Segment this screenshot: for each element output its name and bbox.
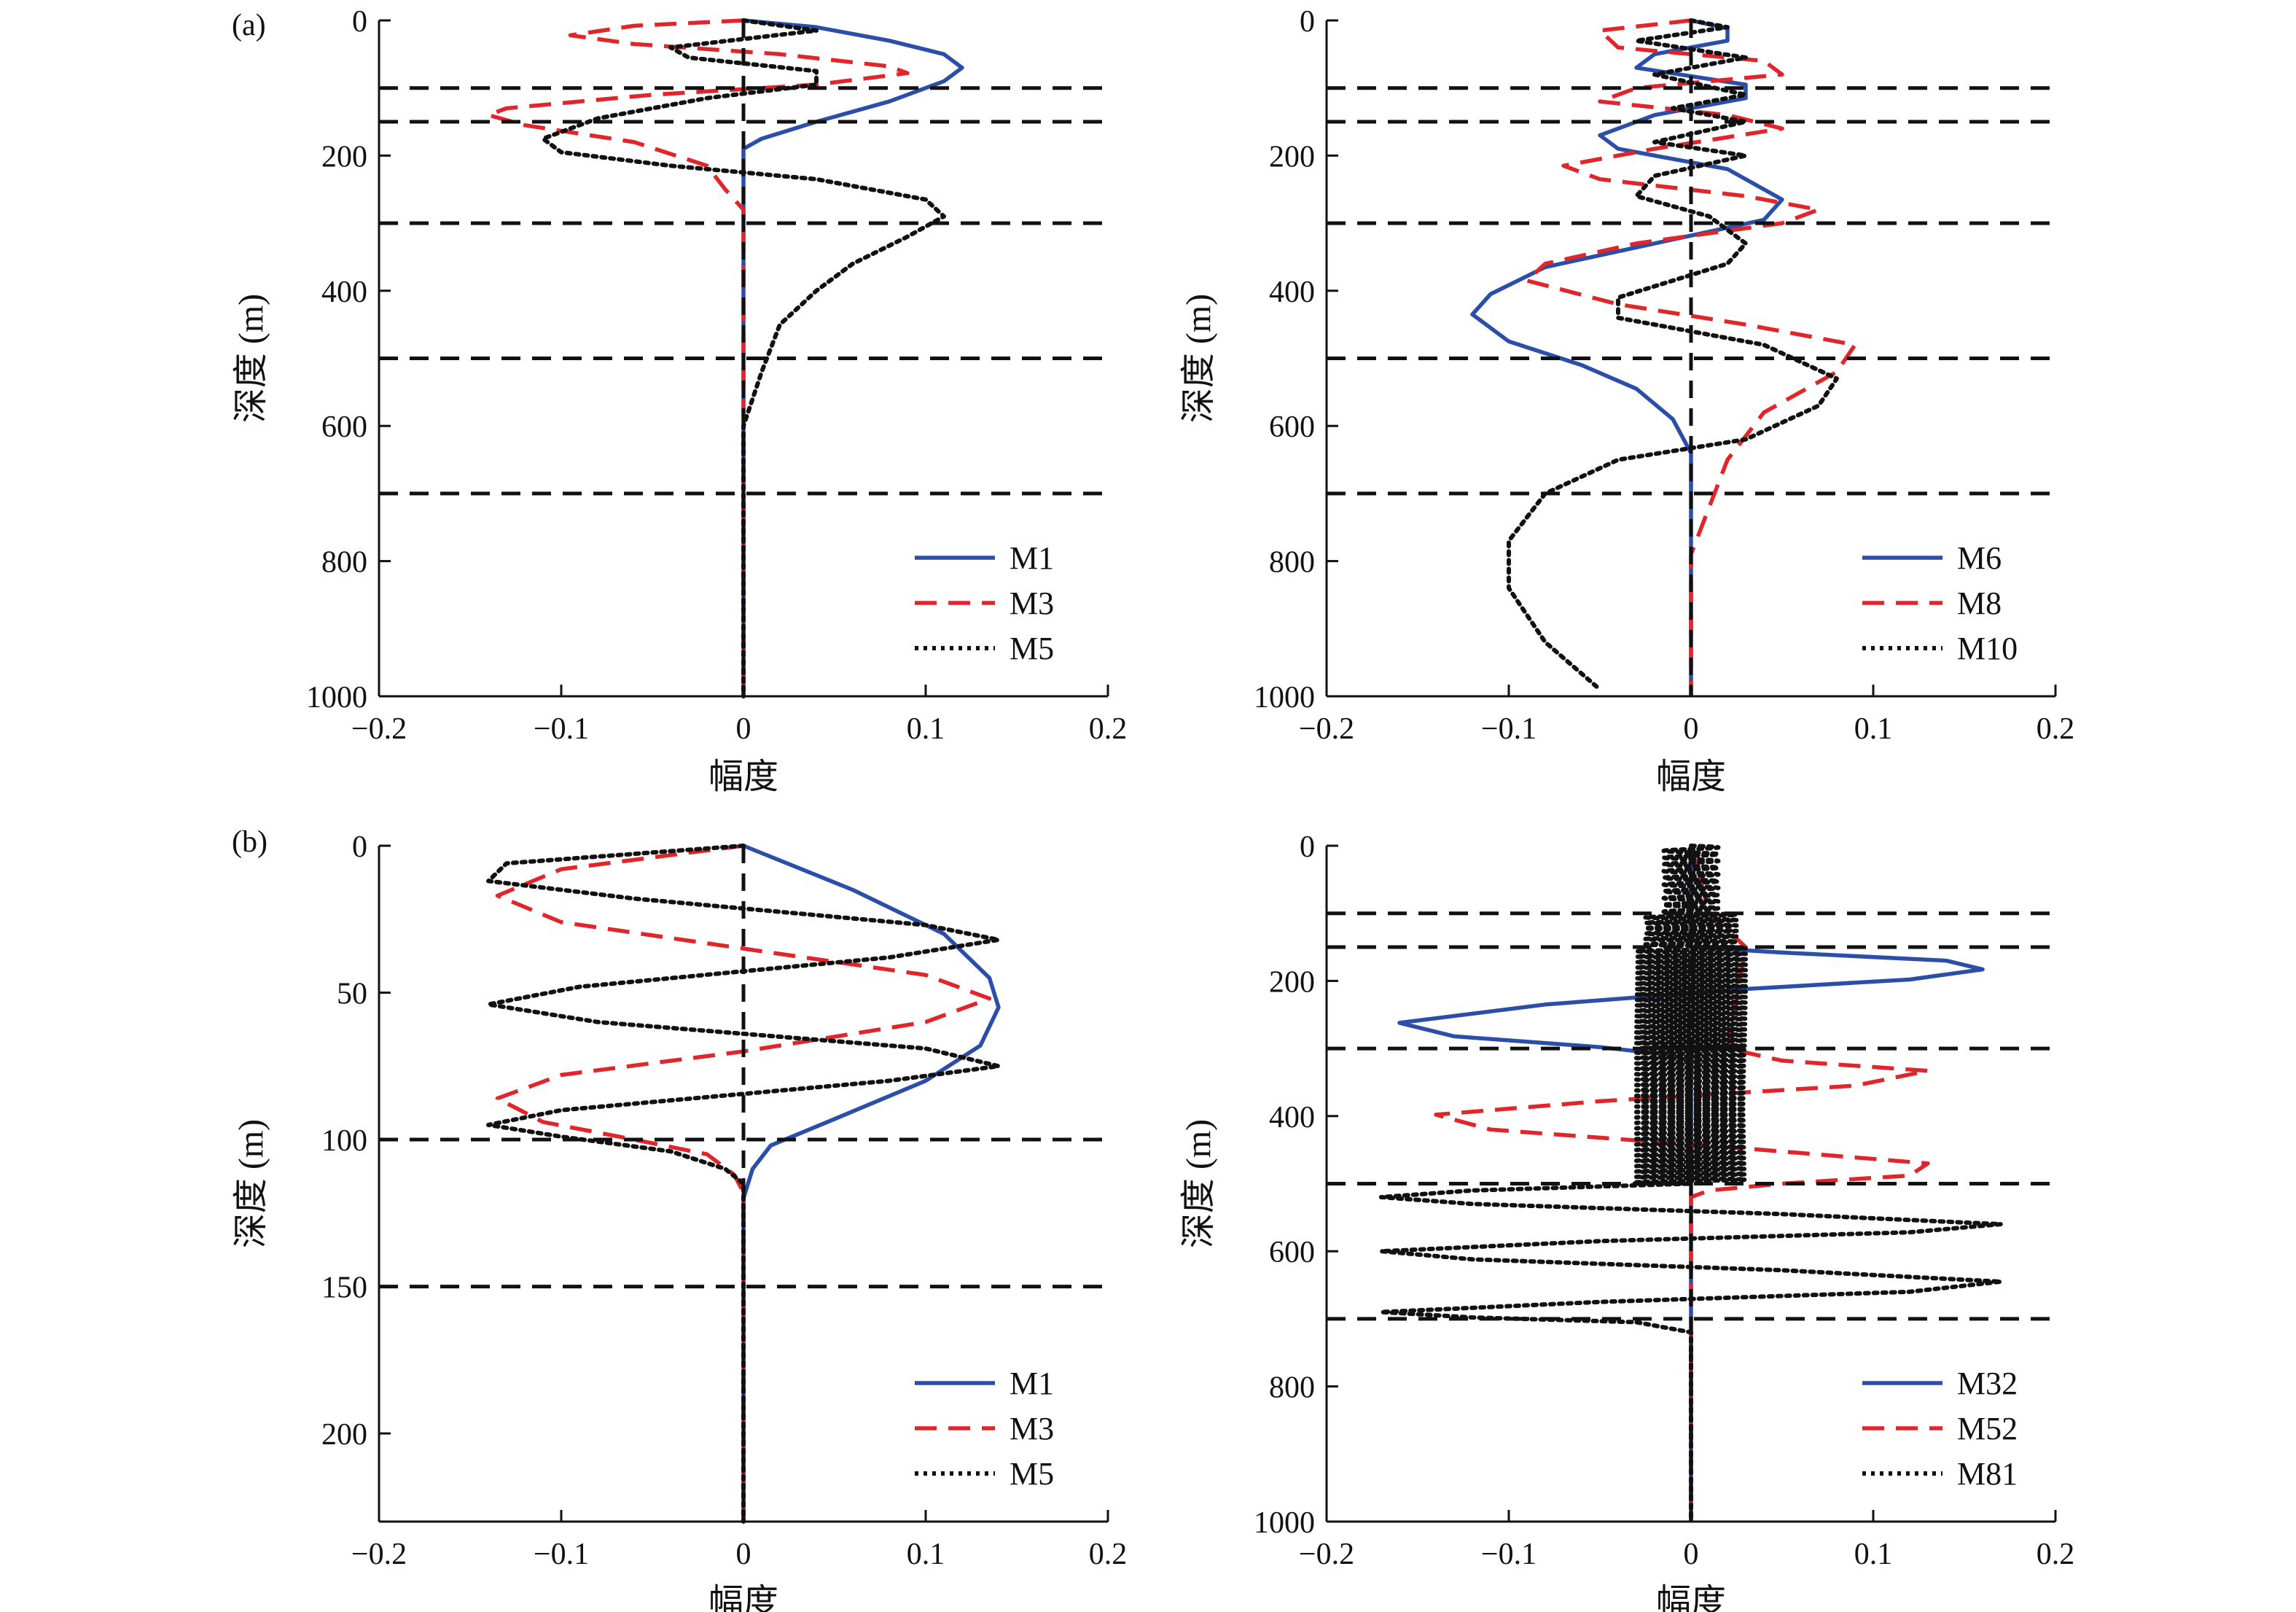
x-axis-label: 幅度 (1656, 758, 1726, 796)
y-tick-label: 600 (1269, 410, 1315, 444)
legend: M1 M3 M5 (915, 540, 1054, 666)
y-tick-label: 100 (321, 1124, 367, 1158)
x-tick-label: 0.1 (1854, 712, 1893, 746)
series-M8-line (1525, 18, 1857, 696)
y-tick-label: 800 (321, 546, 367, 580)
x-tick-label: −0.2 (1299, 1538, 1354, 1571)
x-tick-label: 0.2 (2037, 712, 2075, 746)
y-axis-label: 深度 (m) (232, 294, 270, 423)
legend-label-M3: M3 (1010, 585, 1054, 621)
y-tick-label: 400 (1269, 276, 1315, 309)
panel-label-a: (a) (232, 9, 266, 42)
x-tick-label: 0.1 (907, 712, 945, 746)
x-tick-label: −0.2 (1299, 712, 1354, 746)
legend-label-M32: M32 (1957, 1366, 2018, 1401)
legend-label-M6: M6 (1957, 540, 2002, 576)
x-axis-label: 幅度 (1656, 1583, 1726, 1612)
series-M3-line (486, 18, 910, 696)
x-tick-label: 0 (1684, 712, 1699, 746)
series-M5-line (541, 18, 946, 698)
series-M5-line (486, 844, 1001, 1524)
legend-label-M1: M1 (1010, 540, 1054, 576)
y-tick-label: 600 (321, 410, 367, 444)
x-tick-label: −0.1 (1481, 1538, 1536, 1571)
x-tick-label: −0.1 (534, 1538, 589, 1571)
x-axis-label: 幅度 (708, 758, 778, 796)
legend-label-M10: M10 (1957, 631, 2018, 666)
series-M81-line (1379, 844, 2003, 1524)
x-tick-label: −0.1 (534, 712, 589, 746)
y-tick-label: 0 (352, 5, 367, 39)
series-M6-line (1470, 18, 1784, 696)
y-tick-label: 800 (1269, 1371, 1315, 1405)
legend: M1 M3 M5 (915, 1366, 1054, 1492)
x-tick-label: 0.1 (1854, 1538, 1893, 1571)
y-tick-label: 400 (321, 276, 367, 309)
y-tick-label: 0 (1300, 5, 1315, 39)
y-tick-label: 600 (1269, 1236, 1315, 1269)
y-tick-label: 200 (321, 1418, 367, 1452)
y-tick-label: 1000 (1254, 1506, 1315, 1540)
x-tick-label: 0.1 (907, 1538, 945, 1571)
y-tick-label: 200 (1269, 140, 1315, 174)
legend: M32 M52 M81 (1862, 1366, 2018, 1492)
y-axis-label: 深度 (m) (232, 1119, 270, 1248)
legend-label-M3: M3 (1010, 1411, 1054, 1446)
legend-label-M52: M52 (1957, 1411, 2018, 1446)
y-tick-label: 200 (321, 140, 367, 174)
legend-label-M5: M5 (1010, 631, 1054, 666)
x-axis-label: 幅度 (708, 1583, 778, 1612)
y-axis-label: 深度 (m) (1179, 1119, 1218, 1248)
x-tick-label: −0.2 (351, 712, 407, 746)
y-tick-label: 800 (1269, 546, 1315, 580)
series-M10-line (1507, 18, 1839, 692)
y-tick-label: 400 (1269, 1101, 1315, 1134)
y-tick-label: 50 (337, 978, 367, 1011)
x-tick-label: 0.2 (1089, 1538, 1128, 1571)
y-tick-label: 1000 (306, 681, 367, 715)
x-tick-label: 0 (1684, 1538, 1699, 1571)
legend: M6 M8 M10 (1862, 540, 2018, 666)
series-M1-line (741, 844, 1001, 1522)
y-tick-label: 200 (1269, 965, 1315, 999)
legend-label-M81: M81 (1957, 1456, 2018, 1492)
y-axis-label: 深度 (m) (1179, 294, 1218, 423)
x-tick-label: 0.2 (1089, 712, 1128, 746)
x-tick-label: 0 (736, 712, 751, 746)
x-tick-label: 0.2 (2037, 1538, 2075, 1571)
series-M1-line (741, 18, 964, 696)
panel-label-b: (b) (232, 825, 268, 859)
chart-a-left: −0.2 −0.1 0 0.1 0.2 0 200 400 600 800 1000 幅度 深度 (m)… (232, 5, 1127, 796)
y-tick-label: 150 (321, 1272, 367, 1305)
x-tick-label: −0.2 (351, 1538, 407, 1571)
chart-a-right: −0.2 −0.1 0 0.1 0.2 0 200 400 600 800 1000 幅度 深度 (m)… (1179, 5, 2074, 796)
y-tick-label: 1000 (1254, 681, 1315, 715)
y-tick-label: 0 (352, 830, 367, 864)
x-tick-label: 0 (736, 1538, 751, 1571)
legend-label-M8: M8 (1957, 585, 2002, 621)
legend-label-M5: M5 (1010, 1456, 1054, 1492)
chart-b-right: −0.2 −0.1 0 0.1 0.2 0 200 400 600 800 1000 幅度 深度 (m)… (1179, 830, 2074, 1612)
x-tick-label: −0.1 (1481, 712, 1536, 746)
y-tick-label: 0 (1300, 830, 1315, 864)
legend-label-M1: M1 (1010, 1366, 1054, 1401)
